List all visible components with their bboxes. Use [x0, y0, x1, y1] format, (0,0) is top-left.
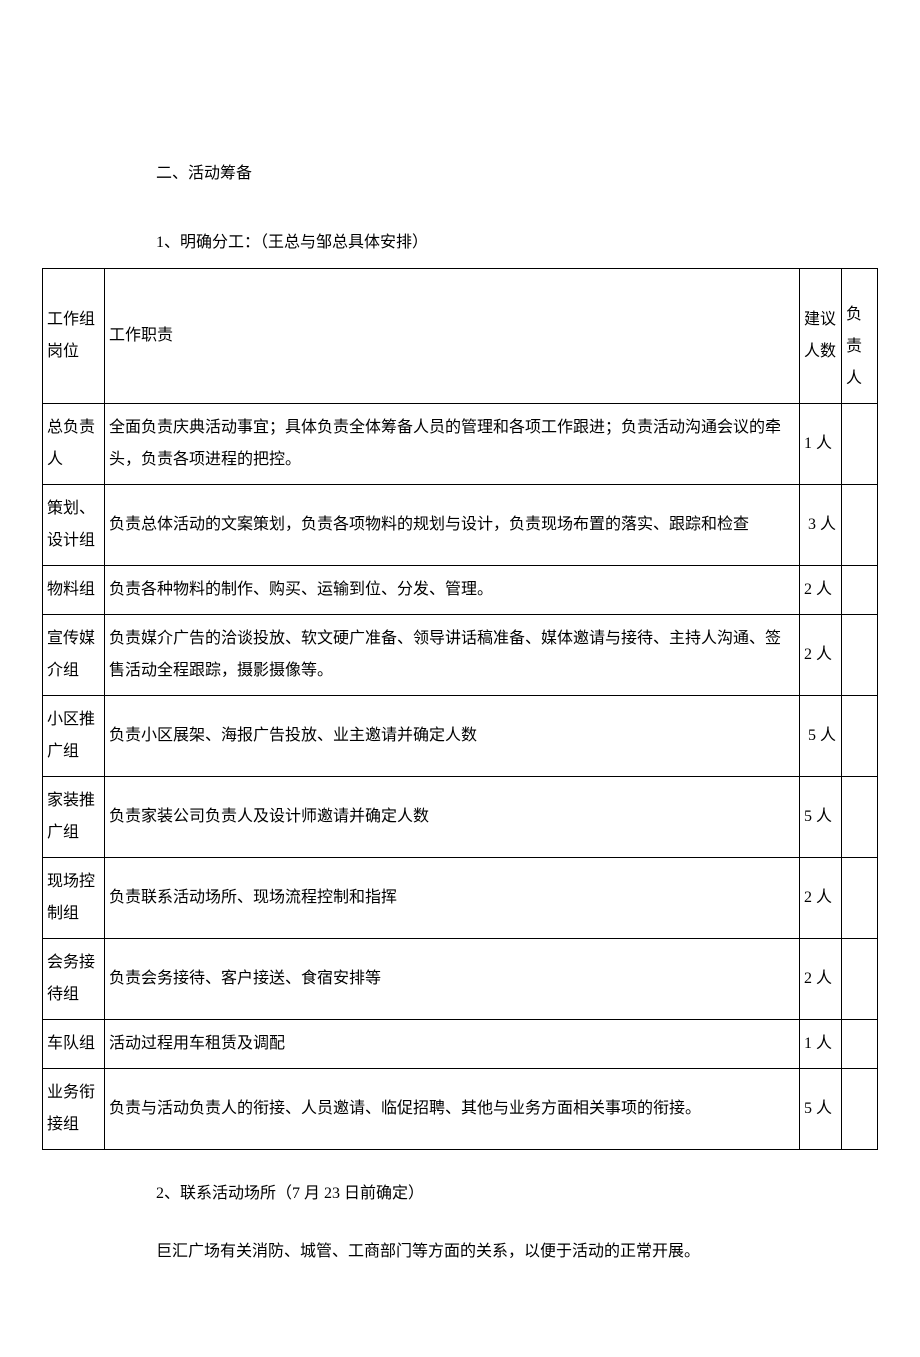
cell-lead — [842, 1019, 878, 1068]
cell-count: 2 人 — [800, 614, 842, 695]
cell-role: 策划、设计组 — [43, 484, 105, 565]
cell-role: 宣传媒介组 — [43, 614, 105, 695]
cell-count: 5 人 — [800, 695, 842, 776]
cell-duty: 负责家装公司负责人及设计师邀请并确定人数 — [105, 776, 800, 857]
cell-role: 会务接待组 — [43, 938, 105, 1019]
header-duty: 工作职责 — [105, 268, 800, 403]
table-row: 会务接待组 负责会务接待、客户接送、食宿安排等 2 人 — [43, 938, 878, 1019]
cell-count: 1 人 — [800, 403, 842, 484]
table-row: 总负责人 全面负责庆典活动事宜；具体负责全体筹备人员的管理和各项工作跟进；负责活… — [43, 403, 878, 484]
cell-lead — [842, 938, 878, 1019]
cell-lead — [842, 857, 878, 938]
section-heading: 二、活动筹备 — [156, 160, 878, 189]
paragraph-venue: 巨汇广场有关消防、城管、工商部门等方面的关系，以便于活动的正常开展。 — [156, 1238, 878, 1267]
cell-role: 小区推广组 — [43, 695, 105, 776]
subsection-1: 1、明确分工：（王总与邹总具体安排） — [156, 229, 878, 258]
cell-count: 2 人 — [800, 565, 842, 614]
table-row: 业务衔接组 负责与活动负责人的衔接、人员邀请、临促招聘、其他与业务方面相关事项的… — [43, 1068, 878, 1149]
cell-duty: 活动过程用车租赁及调配 — [105, 1019, 800, 1068]
cell-duty: 负责联系活动场所、现场流程控制和指挥 — [105, 857, 800, 938]
table-row: 宣传媒介组 负责媒介广告的洽谈投放、软文硬广准备、领导讲话稿准备、媒体邀请与接待… — [43, 614, 878, 695]
cell-duty: 负责各种物料的制作、购买、运输到位、分发、管理。 — [105, 565, 800, 614]
cell-duty: 负责小区展架、海报广告投放、业主邀请并确定人数 — [105, 695, 800, 776]
cell-count: 5 人 — [800, 776, 842, 857]
table-row: 策划、设计组 负责总体活动的文案策划，负责各项物料的规划与设计，负责现场布置的落… — [43, 484, 878, 565]
header-role: 工作组岗位 — [43, 268, 105, 403]
cell-role: 家装推广组 — [43, 776, 105, 857]
cell-lead — [842, 776, 878, 857]
header-lead: 负责人 — [842, 268, 878, 403]
cell-duty: 负责总体活动的文案策划，负责各项物料的规划与设计，负责现场布置的落实、跟踪和检查 — [105, 484, 800, 565]
header-count: 建议人数 — [800, 268, 842, 403]
cell-count: 2 人 — [800, 857, 842, 938]
subsection-2: 2、联系活动场所（7 月 23 日前确定） — [156, 1180, 878, 1209]
cell-duty: 负责媒介广告的洽谈投放、软文硬广准备、领导讲话稿准备、媒体邀请与接待、主持人沟通… — [105, 614, 800, 695]
cell-lead — [842, 1068, 878, 1149]
cell-lead — [842, 565, 878, 614]
cell-role: 现场控制组 — [43, 857, 105, 938]
cell-lead — [842, 614, 878, 695]
table-row: 物料组 负责各种物料的制作、购买、运输到位、分发、管理。 2 人 — [43, 565, 878, 614]
division-table: 工作组岗位 工作职责 建议人数 负责人 总负责人 全面负责庆典活动事宜；具体负责… — [42, 268, 878, 1150]
table-row: 车队组 活动过程用车租赁及调配 1 人 — [43, 1019, 878, 1068]
table-row: 现场控制组 负责联系活动场所、现场流程控制和指挥 2 人 — [43, 857, 878, 938]
cell-role: 总负责人 — [43, 403, 105, 484]
table-row: 小区推广组 负责小区展架、海报广告投放、业主邀请并确定人数 5 人 — [43, 695, 878, 776]
cell-lead — [842, 403, 878, 484]
cell-duty: 负责会务接待、客户接送、食宿安排等 — [105, 938, 800, 1019]
table-row: 家装推广组 负责家装公司负责人及设计师邀请并确定人数 5 人 — [43, 776, 878, 857]
table-header-row: 工作组岗位 工作职责 建议人数 负责人 — [43, 268, 878, 403]
cell-count: 1 人 — [800, 1019, 842, 1068]
cell-lead — [842, 484, 878, 565]
cell-count: 2 人 — [800, 938, 842, 1019]
cell-role: 车队组 — [43, 1019, 105, 1068]
cell-role: 物料组 — [43, 565, 105, 614]
cell-lead — [842, 695, 878, 776]
cell-duty: 全面负责庆典活动事宜；具体负责全体筹备人员的管理和各项工作跟进；负责活动沟通会议… — [105, 403, 800, 484]
cell-role: 业务衔接组 — [43, 1068, 105, 1149]
cell-count: 5 人 — [800, 1068, 842, 1149]
cell-duty: 负责与活动负责人的衔接、人员邀请、临促招聘、其他与业务方面相关事项的衔接。 — [105, 1068, 800, 1149]
cell-count: 3 人 — [800, 484, 842, 565]
